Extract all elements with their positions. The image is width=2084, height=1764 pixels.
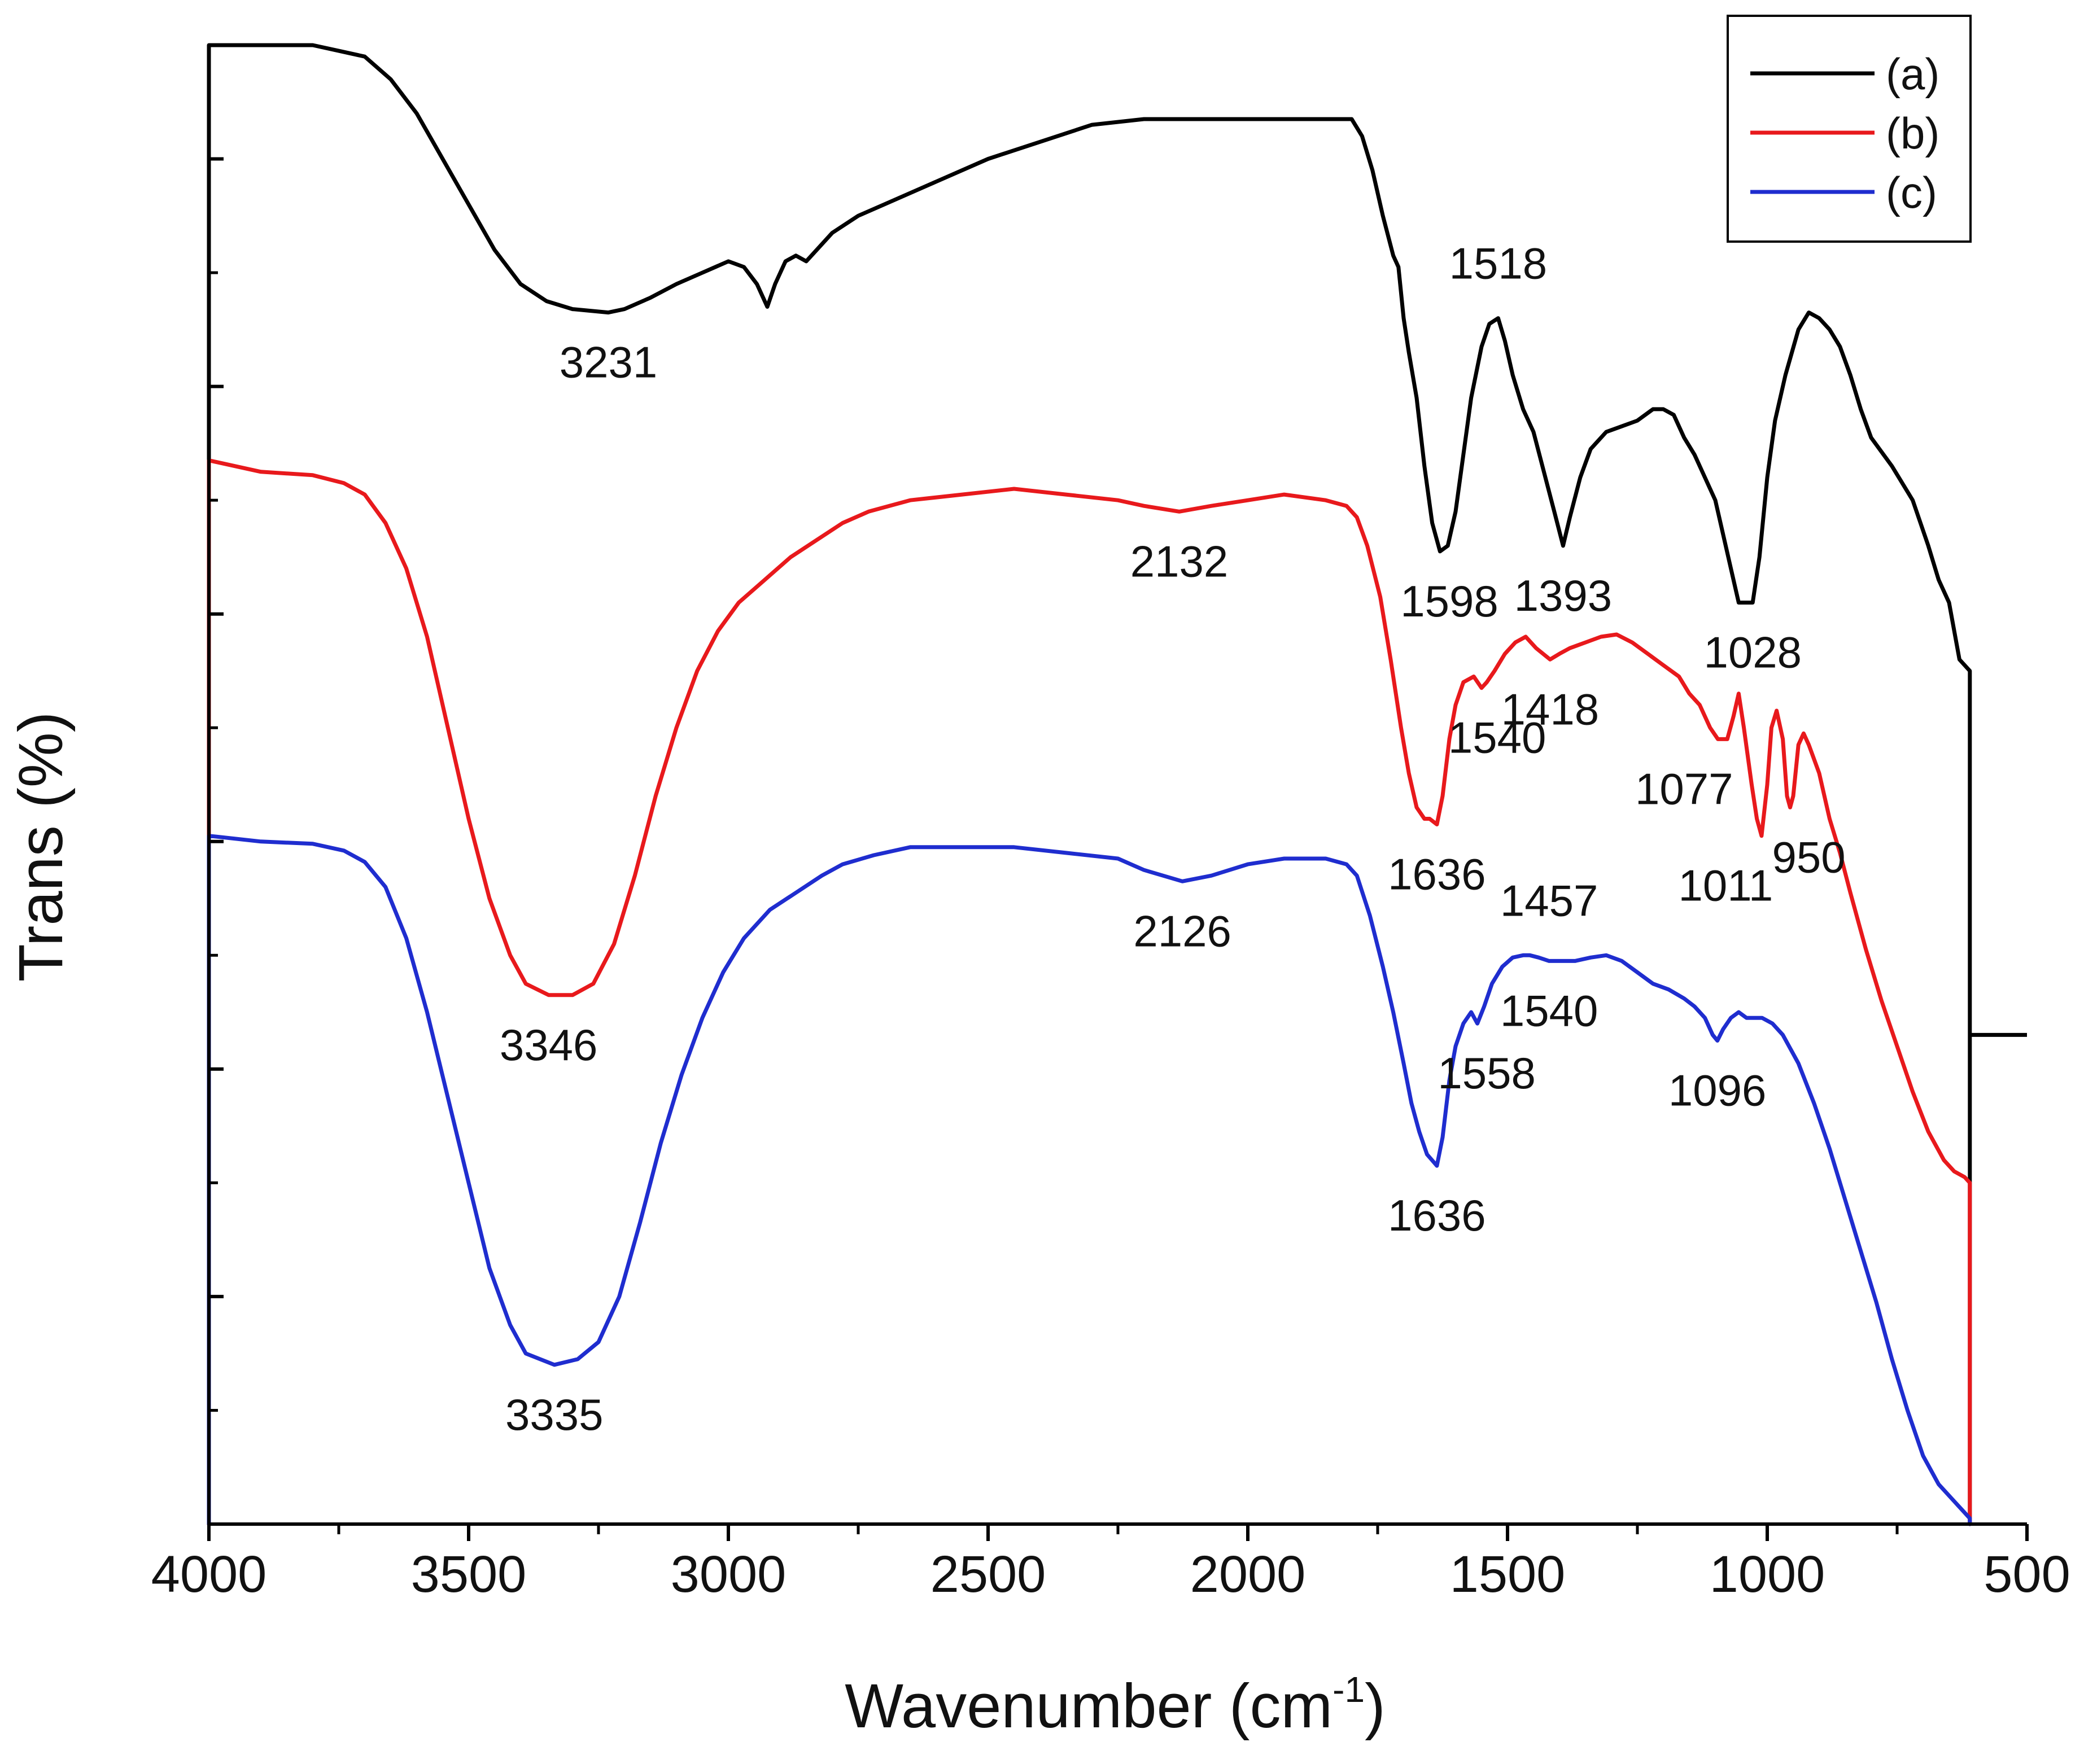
series-line-a	[207, 43, 1972, 1526]
x-tick-label: 3000	[671, 1546, 787, 1603]
peak-label-1011: 1011	[1679, 861, 1773, 911]
peak-label-1457: 1457	[1500, 876, 1598, 925]
legend-box	[1727, 15, 1972, 243]
peak-label-1598: 1598	[1400, 576, 1498, 626]
peak-label-2126: 2126	[1133, 906, 1231, 956]
x-tick-label: 2000	[1190, 1546, 1306, 1603]
x-tick-label: 1000	[1710, 1546, 1825, 1603]
series-line-c	[207, 834, 1972, 1526]
peak-label-950: 950	[1772, 832, 1846, 882]
x-axis-title-close: )	[1365, 1671, 1386, 1741]
peak-label-1077: 1077	[1635, 764, 1733, 813]
peak-label-1393: 1393	[1514, 571, 1613, 620]
y-axis-title: Trans (%)	[6, 712, 76, 982]
legend: (a) (b) (c)	[1727, 15, 1972, 243]
legend-label: (b)	[1886, 108, 1939, 158]
x-axis-title: Wavenumber (cm-1)	[845, 1669, 1385, 1741]
peak-label-1096: 1096	[1668, 1065, 1767, 1115]
series-line-b	[207, 458, 1972, 1526]
x-tick-label: 3500	[411, 1546, 527, 1603]
x-axis-title-main: Wavenumber (cm	[845, 1671, 1332, 1741]
x-tick-label: 1500	[1450, 1546, 1566, 1603]
legend-label: (a)	[1886, 49, 1939, 99]
peak-label-3346: 3346	[500, 1020, 598, 1070]
peak-label-1540: 1540	[1448, 713, 1546, 763]
peak-label-1028: 1028	[1703, 628, 1802, 677]
peak-label-1558: 1558	[1438, 1048, 1536, 1098]
series-layer	[207, 43, 1972, 1526]
peak-label-1636: 1636	[1388, 850, 1486, 899]
x-tick-label: 4000	[151, 1546, 267, 1603]
axes-layer: 4000 3500 3000 2500 2000 1500 1000 500	[151, 43, 2070, 1603]
x-tick-label: 2500	[930, 1546, 1046, 1603]
peak-label-1418: 1418	[1501, 684, 1600, 734]
x-axis-title-superscript: -1	[1332, 1669, 1365, 1710]
peak-label-1636: 1636	[1388, 1190, 1486, 1240]
x-tick-label: 500	[1983, 1546, 2070, 1603]
peak-label-3231: 3231	[560, 338, 658, 387]
peak-label-2132: 2132	[1130, 536, 1229, 586]
legend-label: (c)	[1886, 168, 1937, 217]
peak-label-1518: 1518	[1449, 239, 1548, 288]
peak-label-1540: 1540	[1500, 986, 1598, 1035]
peak-label-3335: 3335	[505, 1390, 604, 1439]
